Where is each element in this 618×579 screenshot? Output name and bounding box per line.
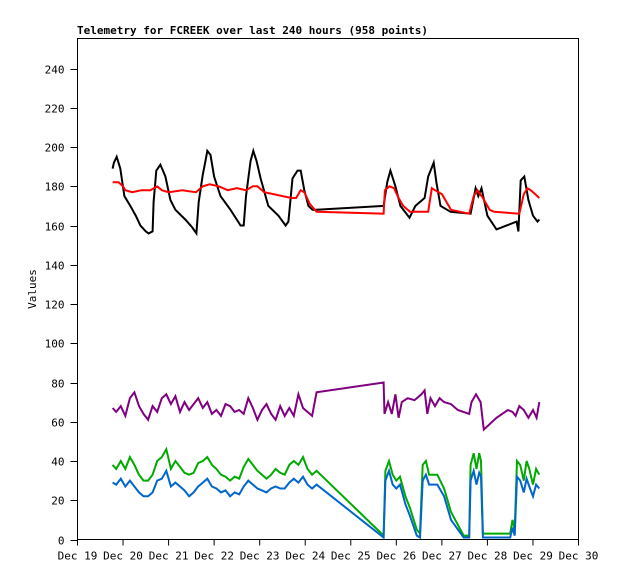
y-axis: 0 20 40 60 80 100 120 140 160 180 200 220 240 xyxy=(45,64,78,548)
y-tick-label: 40 xyxy=(51,456,64,469)
y-axis-label: Values xyxy=(26,269,39,309)
series-line-black xyxy=(111,147,541,237)
y-tick-label: 120 xyxy=(45,299,65,312)
x-tick-label: Dec 22 xyxy=(194,550,234,563)
x-tick-label: Dec 20 xyxy=(103,550,143,563)
x-tick-label: Dec 24 xyxy=(285,550,325,563)
x-tick-label: Dec 26 xyxy=(376,550,416,563)
y-tick-label: 180 xyxy=(45,181,65,194)
x-tick-label: Dec 30 xyxy=(559,550,599,563)
y-tick-label: 220 xyxy=(45,103,65,116)
chart-title: Telemetry for FCREEK over last 240 hours… xyxy=(77,24,428,37)
series-line-green xyxy=(111,446,541,538)
x-tick-label: Dec 28 xyxy=(468,550,508,563)
y-tick-label: 200 xyxy=(45,142,65,155)
y-tick-label: 160 xyxy=(45,221,65,234)
plot-frame xyxy=(77,38,579,540)
x-tick-label: Dec 25 xyxy=(331,550,371,563)
x-tick-label: Dec 29 xyxy=(513,550,553,563)
y-tick-label: 80 xyxy=(51,378,64,391)
y-tick-label: 240 xyxy=(45,64,65,77)
x-tick-label: Dec 23 xyxy=(240,550,280,563)
series-layer xyxy=(111,147,541,540)
y-tick-label: 20 xyxy=(51,495,64,508)
y-tick-label: 100 xyxy=(45,338,65,351)
x-tick-label: Dec 19 xyxy=(58,550,98,563)
series-line-purple xyxy=(111,381,541,432)
y-tick-label: 140 xyxy=(45,260,65,273)
x-tick-label: Dec 27 xyxy=(422,550,462,563)
series-line-red xyxy=(112,181,540,215)
y-tick-label: 0 xyxy=(58,535,65,548)
y-tick-label: 60 xyxy=(51,417,64,430)
x-tick-label: Dec 21 xyxy=(149,550,189,563)
x-axis: Dec 19 Dec 20 Dec 21 Dec 22 Dec 23 Dec 24 Dec … xyxy=(58,539,599,563)
series-line-blue xyxy=(112,466,541,540)
